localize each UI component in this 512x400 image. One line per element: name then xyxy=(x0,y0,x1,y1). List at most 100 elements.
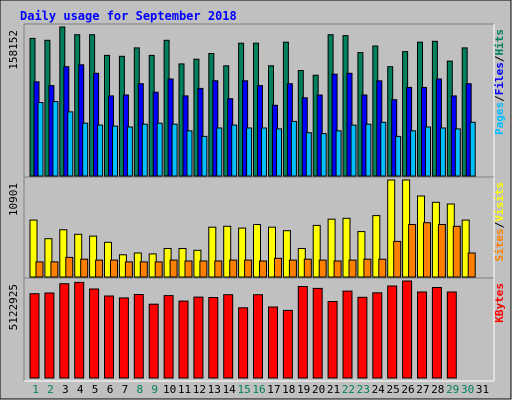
bar-sites-day-22 xyxy=(348,259,357,278)
bar-kbytes-day-8 xyxy=(133,294,144,379)
bar-sites-day-7 xyxy=(124,261,133,278)
legend-entry-pages: Pages xyxy=(493,102,506,135)
bar-pages-day-22 xyxy=(350,124,357,177)
legend-entry-separator: / xyxy=(493,55,506,62)
bar-sites-day-29 xyxy=(452,225,461,278)
bar-pages-day-17 xyxy=(276,128,282,177)
bar-visits-day-5 xyxy=(89,235,98,278)
x-tick-label-day-5: 5 xyxy=(92,383,99,396)
legend-entry-separator: / xyxy=(493,95,506,102)
bar-sites-day-5 xyxy=(95,259,104,278)
bar-pages-day-30 xyxy=(469,121,476,177)
bar-kbytes-day-12 xyxy=(193,296,204,379)
bar-sites-day-24 xyxy=(378,258,387,278)
bar-sites-day-15 xyxy=(244,259,253,278)
bar-files-day-12 xyxy=(197,87,204,177)
bar-kbytes-day-24 xyxy=(372,292,383,379)
bar-kbytes-day-25 xyxy=(387,285,398,379)
series-hits xyxy=(29,26,468,177)
bar-sites-day-12 xyxy=(199,260,208,278)
panel-2: 10901 Sites/Visits xyxy=(7,176,506,281)
bar-sites-day-10 xyxy=(169,259,178,278)
bar-kbytes-day-26 xyxy=(402,280,413,379)
bar-pages-day-15 xyxy=(246,127,253,177)
bar-pages-day-28 xyxy=(439,127,446,177)
bar-pages-day-6 xyxy=(112,125,118,177)
legend-3: KBytes xyxy=(493,283,506,323)
x-tick-label-day-23: 23 xyxy=(357,383,370,396)
x-tick-label-day-20: 20 xyxy=(312,383,325,396)
legend-entry-visits: Visits xyxy=(493,182,506,222)
x-tick-label-day-12: 12 xyxy=(193,383,206,396)
bar-sites-day-21 xyxy=(333,260,342,278)
x-tick-label-day-1: 1 xyxy=(32,383,39,396)
bar-visits-day-20 xyxy=(312,224,321,278)
bar-kbytes-day-13 xyxy=(208,297,219,379)
bar-sites-day-8 xyxy=(139,261,148,278)
bar-pages-day-23 xyxy=(365,123,372,177)
series-pages xyxy=(37,101,476,177)
x-tick-label-day-31: 31 xyxy=(476,383,489,396)
legend-entry-kbytes: KBytes xyxy=(493,283,506,323)
legend-entry-separator: / xyxy=(493,221,506,228)
bar-sites-day-14 xyxy=(229,259,238,278)
x-tick-label-day-9: 9 xyxy=(151,383,158,396)
bar-visits-day-16 xyxy=(253,224,261,278)
bar-pages-day-12 xyxy=(201,135,208,177)
series-kbytes xyxy=(29,280,457,379)
bar-kbytes-day-14 xyxy=(223,294,234,379)
bar-visits-day-1 xyxy=(29,219,38,278)
bar-sites-day-1 xyxy=(35,261,44,278)
bar-visits-day-30 xyxy=(461,219,470,278)
bar-sites-day-30 xyxy=(467,252,476,278)
bar-pages-day-16 xyxy=(261,127,267,177)
bar-kbytes-day-22 xyxy=(342,290,353,379)
bar-files-day-4 xyxy=(78,64,85,177)
ymax-label-1: 158152 xyxy=(7,30,20,70)
legend-entry-files: Files xyxy=(493,62,506,95)
x-tick-label-day-3: 3 xyxy=(62,383,69,396)
bar-kbytes-day-1 xyxy=(29,293,40,379)
bar-sites-day-26 xyxy=(408,224,417,278)
bar-pages-day-19 xyxy=(305,132,312,177)
bar-pages-day-20 xyxy=(320,133,327,177)
bar-kbytes-day-5 xyxy=(89,288,100,379)
x-tick-label-day-6: 6 xyxy=(107,383,114,396)
bar-visits-day-2 xyxy=(44,238,53,278)
x-tick-label-day-27: 27 xyxy=(416,383,429,396)
x-tick-label-day-30: 30 xyxy=(461,383,474,396)
bar-pages-day-3 xyxy=(67,111,74,177)
bar-kbytes-day-19 xyxy=(297,286,308,379)
series-sites xyxy=(35,222,476,278)
legend-2: Sites/Visits xyxy=(493,182,506,262)
bar-pages-day-27 xyxy=(425,126,431,177)
bar-kbytes-day-3 xyxy=(59,283,70,379)
bar-pages-day-18 xyxy=(290,120,297,177)
bar-pages-day-5 xyxy=(97,124,104,177)
bar-sites-day-3 xyxy=(65,256,74,278)
x-tick-label-day-15: 15 xyxy=(237,383,250,396)
x-tick-label-day-16: 16 xyxy=(252,383,265,396)
bar-sites-day-17 xyxy=(274,257,282,278)
series-visits xyxy=(29,179,470,278)
bar-visits-day-25 xyxy=(387,179,396,278)
bar-kbytes-day-17 xyxy=(268,306,278,379)
x-tick-label-day-4: 4 xyxy=(77,383,84,396)
bar-sites-day-23 xyxy=(363,258,372,278)
bar-sites-day-4 xyxy=(80,258,89,278)
bar-sites-day-13 xyxy=(214,260,223,278)
bar-pages-day-10 xyxy=(171,123,178,177)
bar-pages-day-7 xyxy=(126,126,133,177)
bar-visits-day-17 xyxy=(268,226,276,278)
x-tick-label-day-11: 11 xyxy=(178,383,191,396)
bar-sites-day-27 xyxy=(423,222,431,278)
bar-pages-day-1 xyxy=(37,102,44,177)
bar-sites-day-2 xyxy=(50,261,59,278)
bar-kbytes-day-9 xyxy=(148,303,159,379)
bar-visits-day-21 xyxy=(327,218,336,278)
bar-pages-day-9 xyxy=(156,122,163,177)
bar-visits-day-22 xyxy=(342,217,351,278)
legend-entry-hits: Hits xyxy=(493,29,506,56)
